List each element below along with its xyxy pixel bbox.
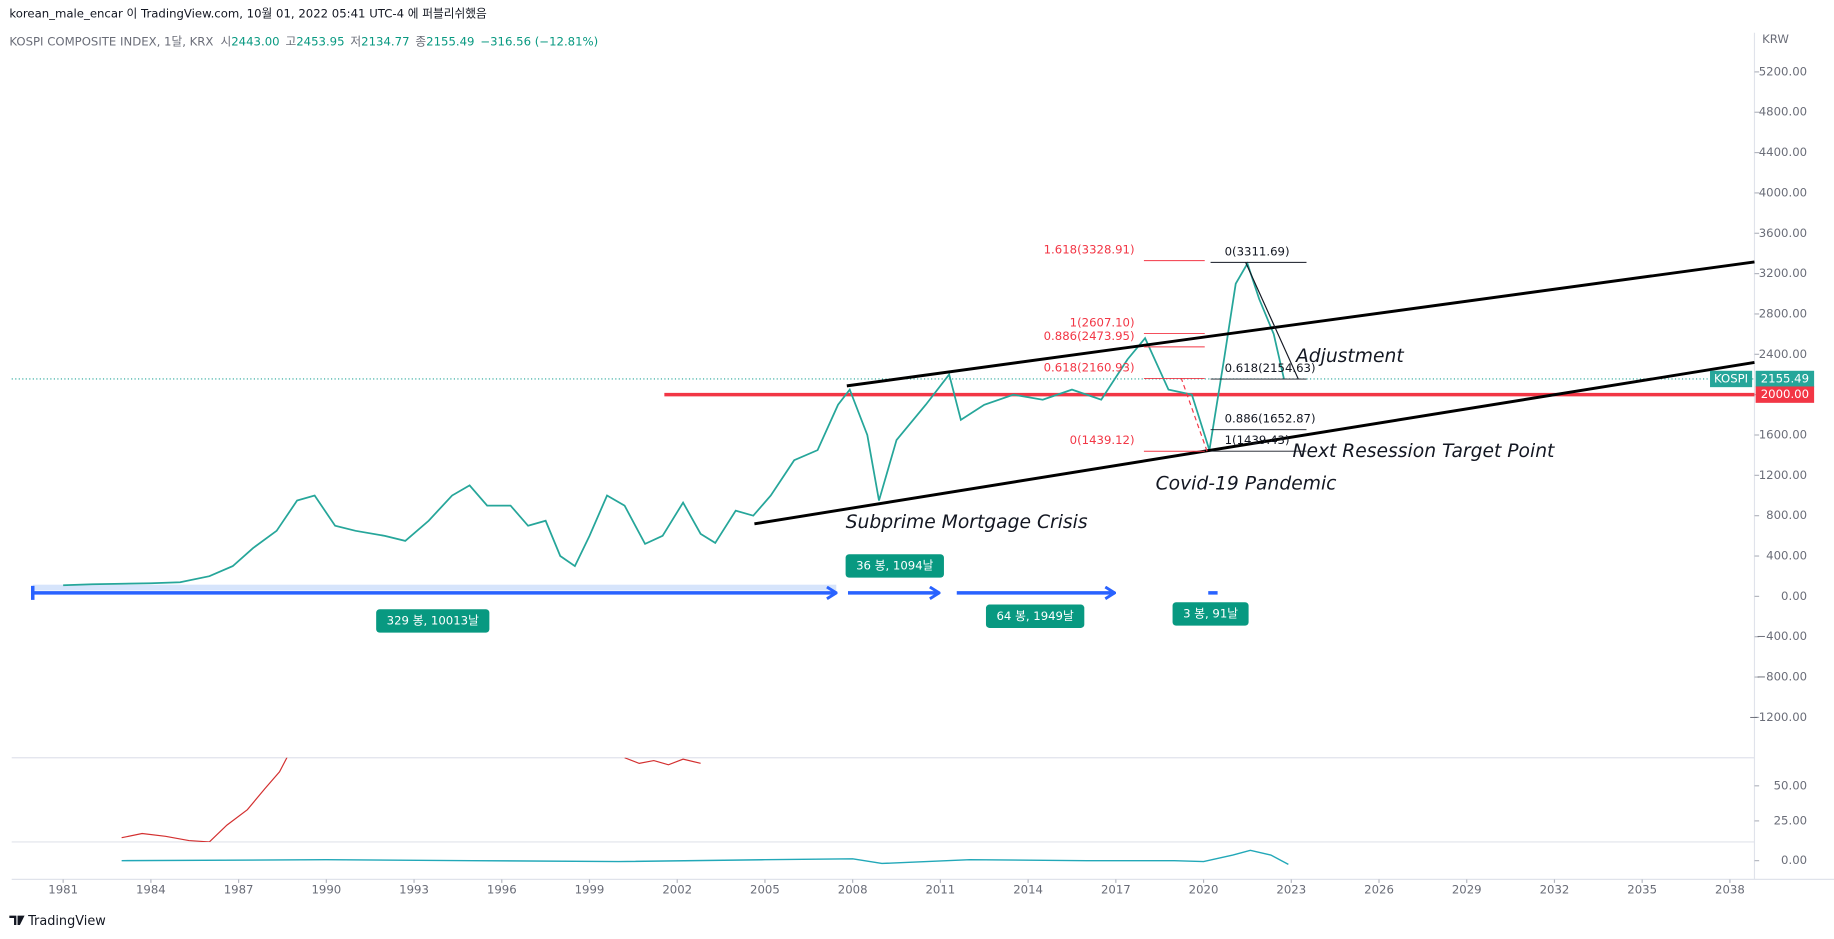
ohlc-label: 시 bbox=[220, 35, 231, 49]
header: korean_male_encar 이 TradingView.com, 10월… bbox=[9, 7, 487, 21]
fib-label: 0.618(2154.63) bbox=[1225, 361, 1316, 375]
range-band bbox=[32, 584, 837, 591]
range-label-box bbox=[985, 604, 1085, 628]
x-tick-label: 1990 bbox=[311, 882, 341, 896]
x-tick-label: 2002 bbox=[662, 882, 692, 896]
symbol-tag bbox=[1710, 370, 1753, 388]
range-label-text: 36 봉, 1094날 bbox=[856, 558, 934, 572]
ohlc-label: 종 bbox=[415, 35, 426, 49]
x-tick-label: 2011 bbox=[926, 882, 956, 896]
range-label-text: 329 봉, 10013날 bbox=[387, 613, 479, 627]
y-tick-label: −800.00 bbox=[1756, 670, 1807, 684]
y-tick-label: 4400.00 bbox=[1759, 145, 1807, 159]
fib-label: 0.886(1652.87) bbox=[1225, 412, 1316, 426]
series-line bbox=[121, 757, 701, 842]
range-label-text: 3 봉, 91날 bbox=[1183, 606, 1238, 620]
x-tick-label: 2035 bbox=[1627, 882, 1657, 896]
range-label-box bbox=[376, 609, 490, 633]
annotation: Adjustment bbox=[1295, 346, 1404, 367]
range-label: 64 봉, 1949날 bbox=[985, 604, 1085, 628]
change: −316.56 (−12.81%) bbox=[480, 35, 598, 49]
price-tag-label: 2000.00 bbox=[1761, 387, 1809, 401]
y-tick-label: 3200.00 bbox=[1759, 266, 1807, 280]
fib-label: 1(2607.10) bbox=[1070, 315, 1135, 329]
ohlc-value: 2443.00 bbox=[231, 35, 279, 49]
y-tick-label: 50.00 bbox=[1774, 778, 1807, 792]
fib-label: 0.886(2473.95) bbox=[1044, 329, 1135, 343]
y-tick-label: 3600.00 bbox=[1759, 226, 1807, 240]
range-label: 329 봉, 10013날 bbox=[376, 609, 490, 633]
x-tick-label: 1981 bbox=[48, 882, 78, 896]
y-tick-label: 800.00 bbox=[1766, 508, 1807, 522]
x-tick-label: 2032 bbox=[1540, 882, 1570, 896]
price-tag bbox=[1755, 370, 1815, 388]
symbol-title: KOSPI COMPOSITE INDEX, 1달, KRX bbox=[9, 35, 213, 49]
x-tick-label: 2020 bbox=[1189, 882, 1219, 896]
annotation: Covid-19 Pandemic bbox=[1156, 474, 1338, 495]
logo bbox=[9, 915, 25, 925]
y-tick-label: −1200.00 bbox=[1749, 710, 1807, 724]
range-label: 3 봉, 91날 bbox=[1172, 602, 1249, 626]
y-tick-label: 2800.00 bbox=[1759, 306, 1807, 320]
y-tick-label: 4800.00 bbox=[1759, 105, 1807, 119]
x-tick-label: 1987 bbox=[224, 882, 254, 896]
y-tick-label: 4000.00 bbox=[1759, 185, 1807, 199]
ohlc-label: 저 bbox=[350, 35, 361, 49]
y-tick-label: 0.00 bbox=[1781, 853, 1807, 867]
y-tick-label: 5200.00 bbox=[1759, 64, 1807, 78]
x-tick-label: 1996 bbox=[487, 882, 517, 896]
x-tick-label: 2017 bbox=[1101, 882, 1131, 896]
y-tick-label: 0.00 bbox=[1781, 589, 1807, 603]
annotation: Next Resession Target Point bbox=[1292, 441, 1555, 462]
fib-trend bbox=[1245, 262, 1299, 380]
x-tick-label: 2014 bbox=[1013, 882, 1043, 896]
ohlc-label: 고 bbox=[285, 35, 296, 49]
ohlc-value: 2155.49 bbox=[426, 35, 474, 49]
y-tick-label: 25.00 bbox=[1774, 813, 1807, 827]
fib-label: 1(1439.43) bbox=[1225, 433, 1290, 447]
y-tick-label: 1600.00 bbox=[1759, 427, 1807, 441]
price-tag-label: 2155.49 bbox=[1761, 371, 1809, 385]
x-tick-label: 2026 bbox=[1364, 882, 1394, 896]
footer: TradingView bbox=[27, 914, 106, 929]
trend-line bbox=[846, 260, 1755, 388]
annotation: Subprime Mortgage Crisis bbox=[846, 512, 1088, 533]
price-tag bbox=[1755, 386, 1815, 403]
x-tick-label: 1993 bbox=[399, 882, 429, 896]
fib-label: 0.618(2160.93) bbox=[1044, 360, 1135, 374]
symbol-tag-label: KOSPI bbox=[1714, 371, 1748, 385]
series-line bbox=[121, 849, 1289, 866]
x-tick-label: 1984 bbox=[136, 882, 166, 896]
ohlc-value: 2134.77 bbox=[361, 35, 409, 49]
fib-label: 1.618(3328.91) bbox=[1044, 243, 1135, 257]
x-tick-label: 1999 bbox=[575, 882, 605, 896]
currency: KRW bbox=[1762, 32, 1789, 46]
range-label: 36 봉, 1094날 bbox=[845, 554, 944, 578]
range-label-box bbox=[1172, 602, 1249, 626]
y-tick-label: 400.00 bbox=[1766, 549, 1807, 563]
range-label-text: 64 봉, 1949날 bbox=[996, 609, 1074, 623]
range-label-box bbox=[845, 554, 944, 578]
x-tick-label: 2023 bbox=[1276, 882, 1306, 896]
y-tick-label: −400.00 bbox=[1756, 629, 1807, 643]
series-line bbox=[63, 261, 1285, 587]
x-tick-label: 2008 bbox=[838, 882, 868, 896]
y-tick-label: 2400.00 bbox=[1759, 347, 1807, 361]
fib-label: 0(1439.12) bbox=[1070, 433, 1135, 447]
x-tick-label: 2005 bbox=[750, 882, 780, 896]
ohlc-value: 2453.95 bbox=[296, 35, 344, 49]
fib-label: 0(3311.69) bbox=[1225, 244, 1290, 258]
x-tick-label: 2029 bbox=[1452, 882, 1482, 896]
x-tick-label: 2038 bbox=[1715, 882, 1745, 896]
y-tick-label: 1200.00 bbox=[1759, 468, 1807, 482]
trend-line bbox=[754, 361, 1755, 526]
